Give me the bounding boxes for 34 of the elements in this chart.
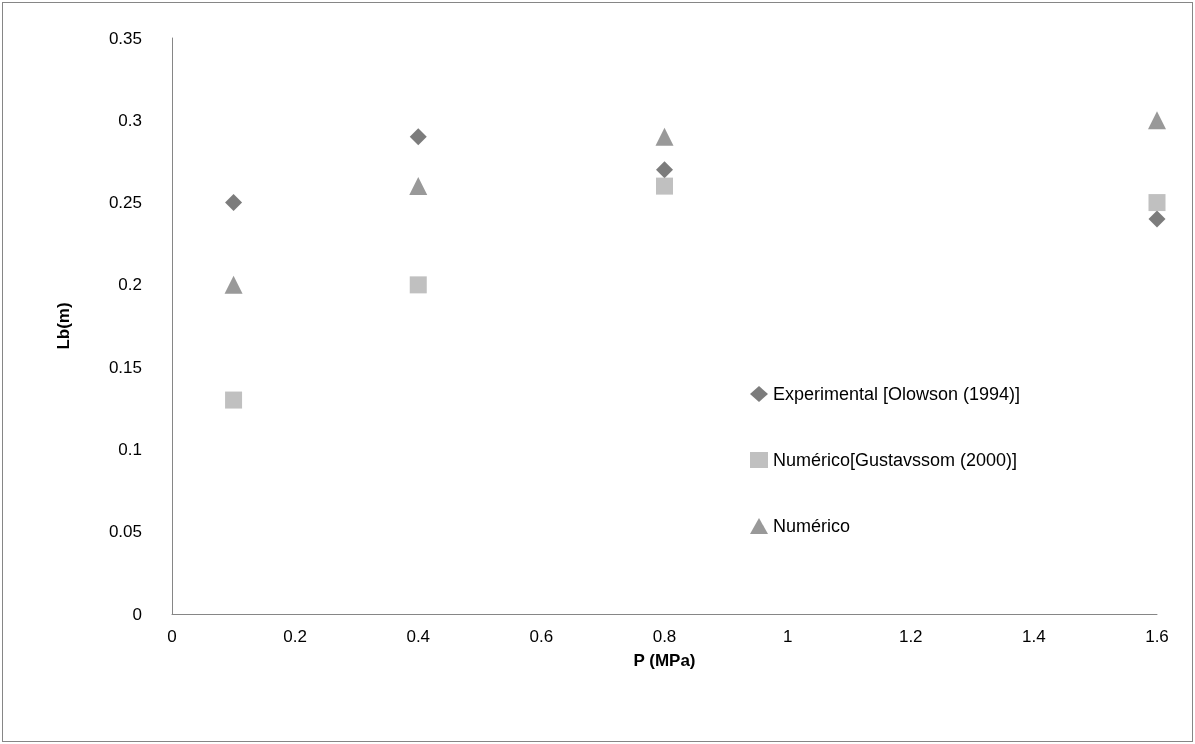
point <box>656 177 673 195</box>
point <box>225 391 243 409</box>
x-tick-label: 1.4 <box>1022 627 1046 646</box>
point <box>225 194 243 212</box>
point <box>1148 210 1166 228</box>
point <box>1148 194 1166 212</box>
point <box>655 127 674 146</box>
y-tick-label: 0.15 <box>108 357 142 377</box>
x-tick-label: 0.6 <box>529 627 554 646</box>
legend-label: Experimental [Olowson (1994)] <box>773 384 1021 404</box>
point <box>224 275 243 294</box>
legend-label: Numérico <box>773 516 851 536</box>
x-tick-label: 0 <box>167 627 177 646</box>
y-tick-label: 0.05 <box>108 522 142 542</box>
x-tick-label: 0.4 <box>406 627 431 646</box>
x-tick-label: 0.8 <box>652 627 677 646</box>
point <box>409 128 427 146</box>
y-tick-label: 0.35 <box>108 28 142 48</box>
y-tick-label: 0.2 <box>118 275 142 295</box>
x-tick-label: 0.2 <box>283 627 307 646</box>
legend-label: Numérico[Gustavssom (2000)] <box>773 450 1018 470</box>
y-tick-label: 0.3 <box>118 110 142 130</box>
y-tick-label: 0.1 <box>118 439 142 459</box>
point <box>1148 111 1166 130</box>
x-tick-label: 1 <box>782 627 793 646</box>
y-tick-label: 0 <box>132 604 142 624</box>
y-axis-title: Lb(m) <box>54 302 73 350</box>
point <box>409 276 427 294</box>
x-tick-label: 1.2 <box>898 627 923 646</box>
y-tick-label: 0.25 <box>108 193 142 213</box>
x-axis-title: P (MPa) <box>633 651 696 670</box>
x-tick-label: 1.6 <box>1145 627 1169 646</box>
point <box>409 177 428 196</box>
point <box>656 161 673 179</box>
